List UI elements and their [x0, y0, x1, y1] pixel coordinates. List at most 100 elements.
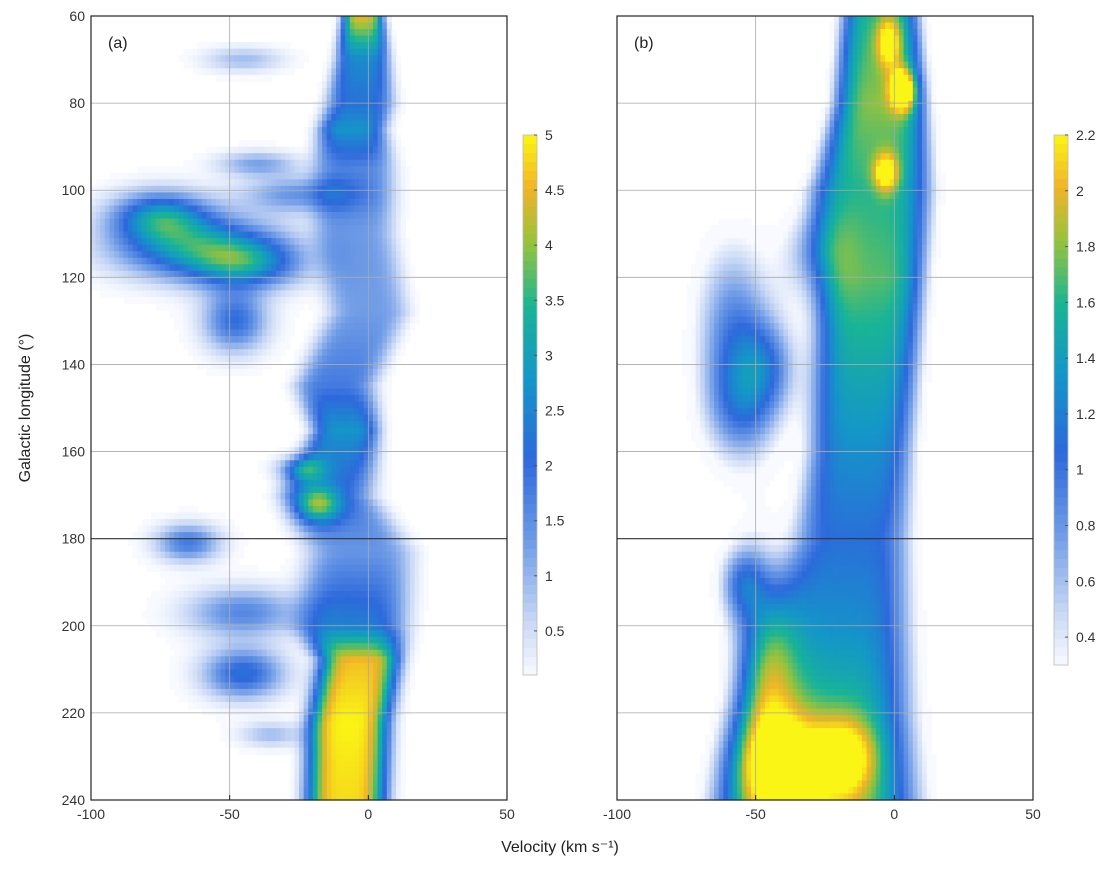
heatmap-cell	[396, 630, 402, 638]
heatmap-cell	[409, 264, 416, 272]
heatmap-cell	[252, 48, 258, 56]
heatmap-cell	[215, 669, 222, 677]
heatmap-cell	[294, 571, 300, 579]
heatmap-cell	[118, 231, 124, 239]
heatmap-cell	[377, 617, 383, 625]
heatmap-cell	[280, 702, 286, 710]
heatmap-cell	[178, 277, 185, 285]
heatmap-cell	[220, 702, 226, 710]
heatmap-cell	[326, 172, 332, 180]
heatmap-cell	[132, 198, 138, 207]
heatmap-cell	[345, 610, 351, 618]
heatmap-cell	[322, 479, 328, 487]
heatmap-cell	[308, 342, 314, 350]
heatmap-cell	[322, 636, 328, 644]
heatmap-cell	[114, 205, 120, 213]
heatmap-cell	[137, 238, 143, 246]
heatmap-cell	[368, 349, 374, 357]
heatmap-cell	[225, 179, 231, 187]
heatmap-cell	[382, 303, 388, 311]
heatmap-cell	[312, 519, 319, 527]
heatmap-cell	[183, 558, 189, 566]
heatmap-cell	[322, 590, 328, 599]
heatmap-cell	[340, 74, 346, 82]
heatmap-cell	[262, 342, 268, 350]
heatmap-cell	[155, 179, 161, 187]
heatmap-cell	[183, 688, 189, 697]
heatmap-cell	[386, 140, 393, 148]
heatmap-cell	[201, 172, 208, 180]
heatmap-cell	[211, 68, 217, 76]
heatmap-cell	[211, 283, 217, 291]
heatmap-cell	[289, 447, 295, 455]
heatmap-cell	[382, 68, 388, 76]
heatmap-cell	[294, 447, 300, 455]
heatmap-cell	[183, 185, 189, 193]
heatmap-cell	[206, 349, 212, 357]
heatmap-cell	[303, 584, 309, 592]
heatmap-cell	[382, 205, 388, 213]
heatmap-cell	[299, 747, 305, 755]
heatmap-cell	[382, 499, 388, 507]
heatmap-cell	[266, 336, 272, 344]
heatmap-cell	[155, 264, 161, 272]
heatmap-cell	[396, 316, 402, 324]
heatmap-cell	[215, 643, 222, 651]
heatmap-cell	[188, 617, 194, 625]
heatmap-cell	[275, 355, 282, 363]
heatmap-cell	[201, 604, 208, 612]
heatmap-cell	[299, 499, 305, 507]
heatmap-cell	[257, 355, 263, 363]
heatmap-cell	[294, 381, 300, 389]
heatmap-cell	[335, 434, 342, 442]
heatmap-cell	[382, 466, 388, 474]
heatmap-cell	[359, 61, 365, 69]
heatmap-cell	[331, 394, 337, 403]
heatmap-cell	[303, 421, 309, 429]
heatmap-cell	[359, 590, 365, 599]
heatmap-cell	[317, 133, 323, 141]
heatmap-cell	[326, 238, 332, 246]
heatmap-cell	[312, 604, 319, 612]
heatmap-cell	[340, 532, 346, 540]
heatmap-cell	[345, 486, 351, 494]
heatmap-cell	[192, 682, 198, 690]
heatmap-cell	[317, 231, 323, 239]
heatmap-cell	[331, 506, 337, 514]
heatmap-cell	[169, 630, 175, 638]
heatmap-cell	[206, 68, 212, 76]
heatmap-cell	[271, 453, 277, 461]
heatmap-cell	[303, 140, 309, 148]
heatmap-cell	[220, 669, 226, 677]
heatmap-cell	[188, 55, 194, 63]
heatmap-cell	[335, 42, 342, 50]
heatmap-cell	[211, 270, 217, 278]
heatmap-cell	[188, 656, 194, 664]
heatmap-cell	[303, 401, 309, 409]
heatmap-cell	[382, 94, 388, 102]
heatmap-cell	[368, 447, 374, 455]
heatmap-cell	[349, 688, 356, 697]
heatmap-cell	[100, 238, 106, 246]
heatmap-cell	[368, 185, 374, 193]
heatmap-cell	[155, 225, 161, 233]
heatmap-cell	[169, 643, 175, 651]
heatmap-cell	[312, 296, 319, 305]
heatmap-cell	[229, 545, 235, 553]
heatmap-cell	[192, 643, 198, 651]
heatmap-cell	[280, 290, 286, 298]
heatmap-cell	[151, 538, 157, 546]
heatmap-cell	[400, 179, 406, 187]
heatmap-cell	[331, 179, 337, 187]
heatmap-cell	[266, 460, 272, 468]
heatmap-cell	[174, 303, 180, 311]
heatmap-cell	[178, 316, 185, 324]
heatmap-cell	[100, 231, 106, 239]
heatmap-cell	[280, 525, 286, 533]
heatmap-cell	[363, 185, 369, 193]
heatmap-cell	[206, 636, 212, 644]
heatmap-cell	[271, 153, 277, 161]
heatmap-cell	[363, 675, 369, 683]
heatmap-cell	[197, 571, 203, 579]
heatmap-cell	[238, 649, 245, 657]
